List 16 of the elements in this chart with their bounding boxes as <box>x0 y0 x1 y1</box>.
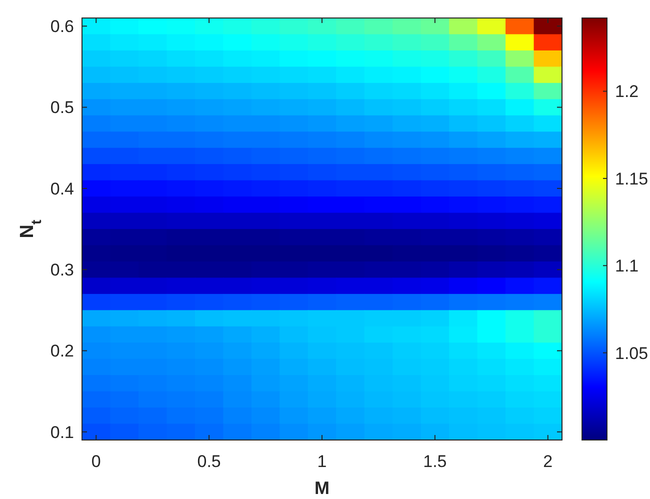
x-tick-label: 0.5 <box>197 452 221 471</box>
y-tick-label: 0.5 <box>50 98 74 118</box>
color-bar-label: 1.05 <box>615 344 648 363</box>
color-bar-label: 1.1 <box>615 256 639 276</box>
x-tick-label: 1 <box>317 452 327 471</box>
y-tick-label: 0.4 <box>50 179 74 198</box>
x-axis-title: M <box>314 478 330 498</box>
x-tick-label: 1.5 <box>423 452 447 471</box>
color-bar-label: 1.15 <box>615 169 648 188</box>
color-bar-label: 1.2 <box>615 82 639 102</box>
y-tick-label: 0.2 <box>50 342 74 361</box>
x-tick-label: 0 <box>91 452 101 471</box>
y-tick-label: 0.6 <box>50 17 74 36</box>
y-tick-label: 0.1 <box>50 422 74 442</box>
y-tick-label: 0.3 <box>50 260 74 280</box>
x-tick-label: 2 <box>543 452 553 471</box>
